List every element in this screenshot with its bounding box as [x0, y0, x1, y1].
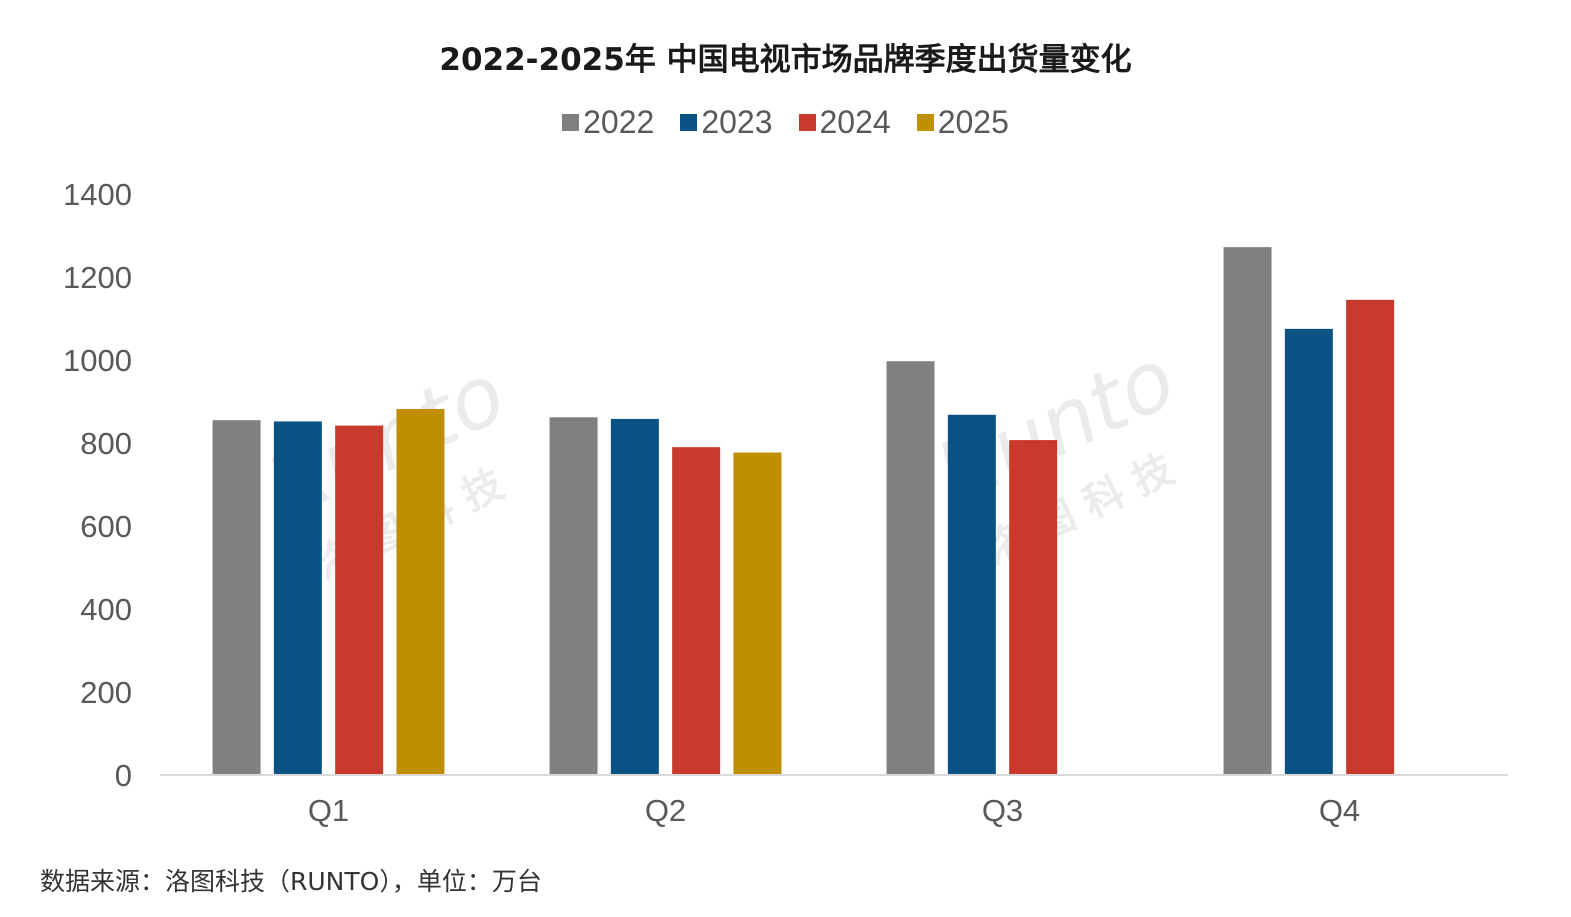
- bars-group: [212, 247, 1395, 775]
- x-axis-ticks: Q1 Q2 Q3 Q4: [308, 793, 1360, 828]
- chart-title: 2022-2025年 中国电视市场品牌季度出货量变化: [439, 42, 1132, 78]
- bar-2022-Q1: [212, 420, 261, 775]
- bar-2024-Q2: [672, 447, 721, 775]
- bar-2024-Q4: [1346, 299, 1395, 775]
- legend-swatch-2025: [916, 114, 934, 131]
- legend-swatch-2022: [562, 114, 580, 131]
- x-tick-label: Q3: [982, 793, 1023, 828]
- x-tick-label: Q1: [308, 793, 349, 828]
- legend-label-2025: 2025: [937, 104, 1009, 140]
- legend-item-2025: 2025: [916, 104, 1009, 141]
- y-tick-label: 1400: [63, 177, 132, 212]
- bar-2023-Q1: [273, 421, 322, 775]
- legend-swatch-2023: [680, 114, 698, 131]
- x-tick-label: Q4: [1319, 793, 1360, 828]
- y-tick-label: 1000: [63, 343, 132, 378]
- y-tick-label: 800: [80, 426, 132, 461]
- y-axis-ticks: 0 200 400 600 800 1000 1200 1400: [63, 177, 132, 793]
- bar-2022-Q4: [1223, 247, 1272, 775]
- chart-legend: 2022 2023 2024 2025: [0, 104, 1571, 141]
- bar-2024-Q1: [335, 425, 384, 775]
- bar-2025-Q2: [733, 452, 782, 775]
- legend-label-2023: 2023: [701, 104, 773, 140]
- bar-2023-Q2: [610, 418, 659, 775]
- legend-label-2024: 2024: [819, 104, 891, 140]
- bar-2023-Q4: [1284, 328, 1333, 775]
- bar-2022-Q2: [549, 417, 598, 775]
- y-tick-label: 400: [80, 592, 132, 627]
- legend-label-2022: 2022: [583, 104, 655, 140]
- y-tick-label: 200: [80, 675, 132, 710]
- y-tick-label: 600: [80, 509, 132, 544]
- source-note: 数据来源：洛图科技（RUNTO），单位：万台: [40, 867, 542, 896]
- bar-2024-Q3: [1009, 440, 1058, 775]
- bar-2025-Q1: [396, 408, 445, 775]
- x-tick-label: Q2: [645, 793, 686, 828]
- legend-item-2023: 2023: [680, 104, 773, 141]
- legend-item-2024: 2024: [798, 104, 891, 141]
- y-tick-label: 1200: [63, 260, 132, 295]
- legend-swatch-2024: [798, 114, 816, 131]
- legend-item-2022: 2022: [562, 104, 654, 141]
- bar-2023-Q3: [947, 414, 996, 775]
- y-tick-label: 0: [115, 758, 132, 793]
- bar-2022-Q3: [886, 361, 935, 775]
